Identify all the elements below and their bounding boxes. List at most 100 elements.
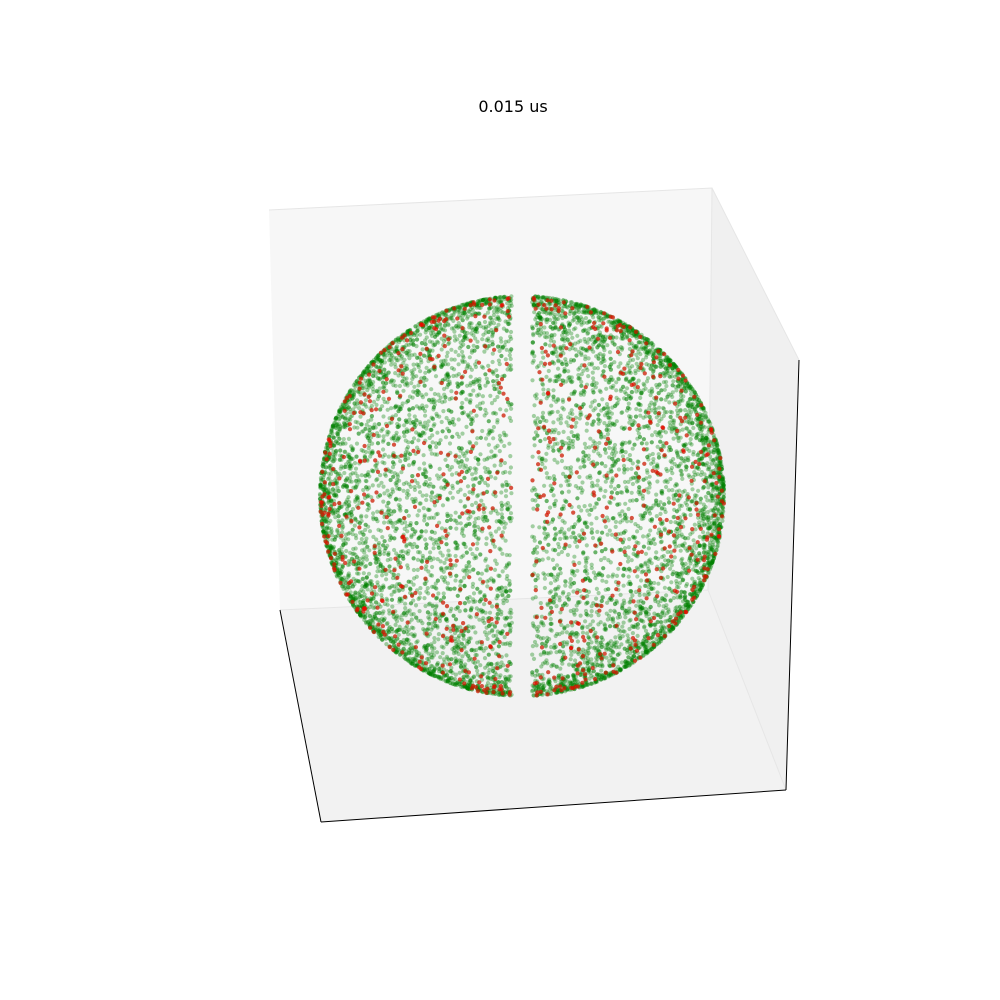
green-point xyxy=(712,457,718,462)
green-point xyxy=(598,663,603,668)
green-point xyxy=(368,604,373,610)
green-point xyxy=(599,360,604,365)
green-point xyxy=(465,683,470,688)
green-point xyxy=(563,579,568,584)
green-point xyxy=(685,400,691,405)
green-point xyxy=(607,528,612,533)
green-point xyxy=(415,328,420,333)
green-point xyxy=(404,480,409,485)
green-point xyxy=(503,339,508,344)
green-point xyxy=(565,552,571,558)
green-point xyxy=(666,496,671,501)
green-point xyxy=(691,425,696,431)
green-point xyxy=(408,542,413,547)
green-point xyxy=(503,488,509,493)
green-point xyxy=(496,358,501,363)
green-point xyxy=(349,479,354,484)
green-point xyxy=(402,434,407,439)
green-point xyxy=(488,474,494,479)
green-point xyxy=(369,417,374,422)
green-point xyxy=(547,475,553,481)
green-point xyxy=(530,644,536,649)
green-point xyxy=(602,627,607,632)
green-point xyxy=(625,650,630,655)
green-point xyxy=(704,414,709,419)
green-point xyxy=(452,676,457,682)
green-point xyxy=(341,524,346,529)
green-point xyxy=(551,388,556,393)
green-point xyxy=(467,325,472,330)
green-point xyxy=(334,479,340,484)
green-point xyxy=(475,329,480,335)
green-point xyxy=(646,426,652,431)
green-point xyxy=(557,595,562,600)
green-point xyxy=(501,663,506,668)
green-point xyxy=(441,657,446,662)
green-point xyxy=(614,388,619,393)
green-point xyxy=(583,445,589,450)
green-point xyxy=(325,441,330,446)
green-point xyxy=(579,372,584,377)
green-point xyxy=(430,348,435,353)
green-point xyxy=(362,617,367,623)
green-point xyxy=(693,407,698,412)
green-point xyxy=(434,413,440,418)
green-point xyxy=(395,389,400,394)
green-point xyxy=(673,483,678,488)
green-point xyxy=(684,426,690,431)
green-point xyxy=(701,530,706,535)
green-point xyxy=(497,449,502,454)
green-point xyxy=(670,426,675,431)
green-point xyxy=(408,334,413,339)
green-point xyxy=(626,361,631,366)
green-point xyxy=(689,603,694,608)
green-point xyxy=(685,457,690,462)
green-point xyxy=(449,389,454,394)
green-point xyxy=(505,306,510,311)
green-point xyxy=(490,604,495,609)
green-point xyxy=(643,649,648,654)
green-point xyxy=(673,520,678,525)
green-point xyxy=(475,494,480,499)
green-point xyxy=(576,316,581,321)
green-point xyxy=(447,565,452,571)
green-point xyxy=(626,636,631,641)
green-point xyxy=(403,452,408,457)
green-point xyxy=(359,422,364,427)
green-point xyxy=(609,617,614,622)
green-point xyxy=(420,553,425,558)
green-point xyxy=(415,481,420,486)
green-point xyxy=(504,328,509,333)
green-point xyxy=(553,633,558,639)
green-point xyxy=(447,381,452,386)
green-point xyxy=(367,474,372,479)
green-point xyxy=(410,661,415,666)
green-point xyxy=(555,409,560,414)
green-point xyxy=(696,583,701,588)
green-point xyxy=(711,441,716,447)
green-point xyxy=(623,664,628,669)
green-point xyxy=(706,485,711,490)
green-point xyxy=(373,370,378,375)
green-point xyxy=(348,472,353,477)
green-point xyxy=(541,571,546,576)
green-point xyxy=(664,466,669,472)
green-point xyxy=(478,324,483,329)
green-point xyxy=(348,550,353,555)
green-point xyxy=(405,352,410,357)
green-point xyxy=(470,551,475,557)
green-point xyxy=(425,423,430,428)
green-point xyxy=(434,595,440,600)
green-point xyxy=(544,319,549,325)
green-point xyxy=(583,354,588,359)
green-point xyxy=(637,593,642,598)
green-point xyxy=(659,562,664,567)
green-point xyxy=(616,467,622,472)
green-point xyxy=(352,523,357,528)
green-point xyxy=(382,520,387,525)
green-point xyxy=(689,409,694,414)
green-point xyxy=(421,453,426,458)
green-point xyxy=(489,576,494,581)
green-point xyxy=(600,397,605,402)
green-point xyxy=(668,519,673,525)
